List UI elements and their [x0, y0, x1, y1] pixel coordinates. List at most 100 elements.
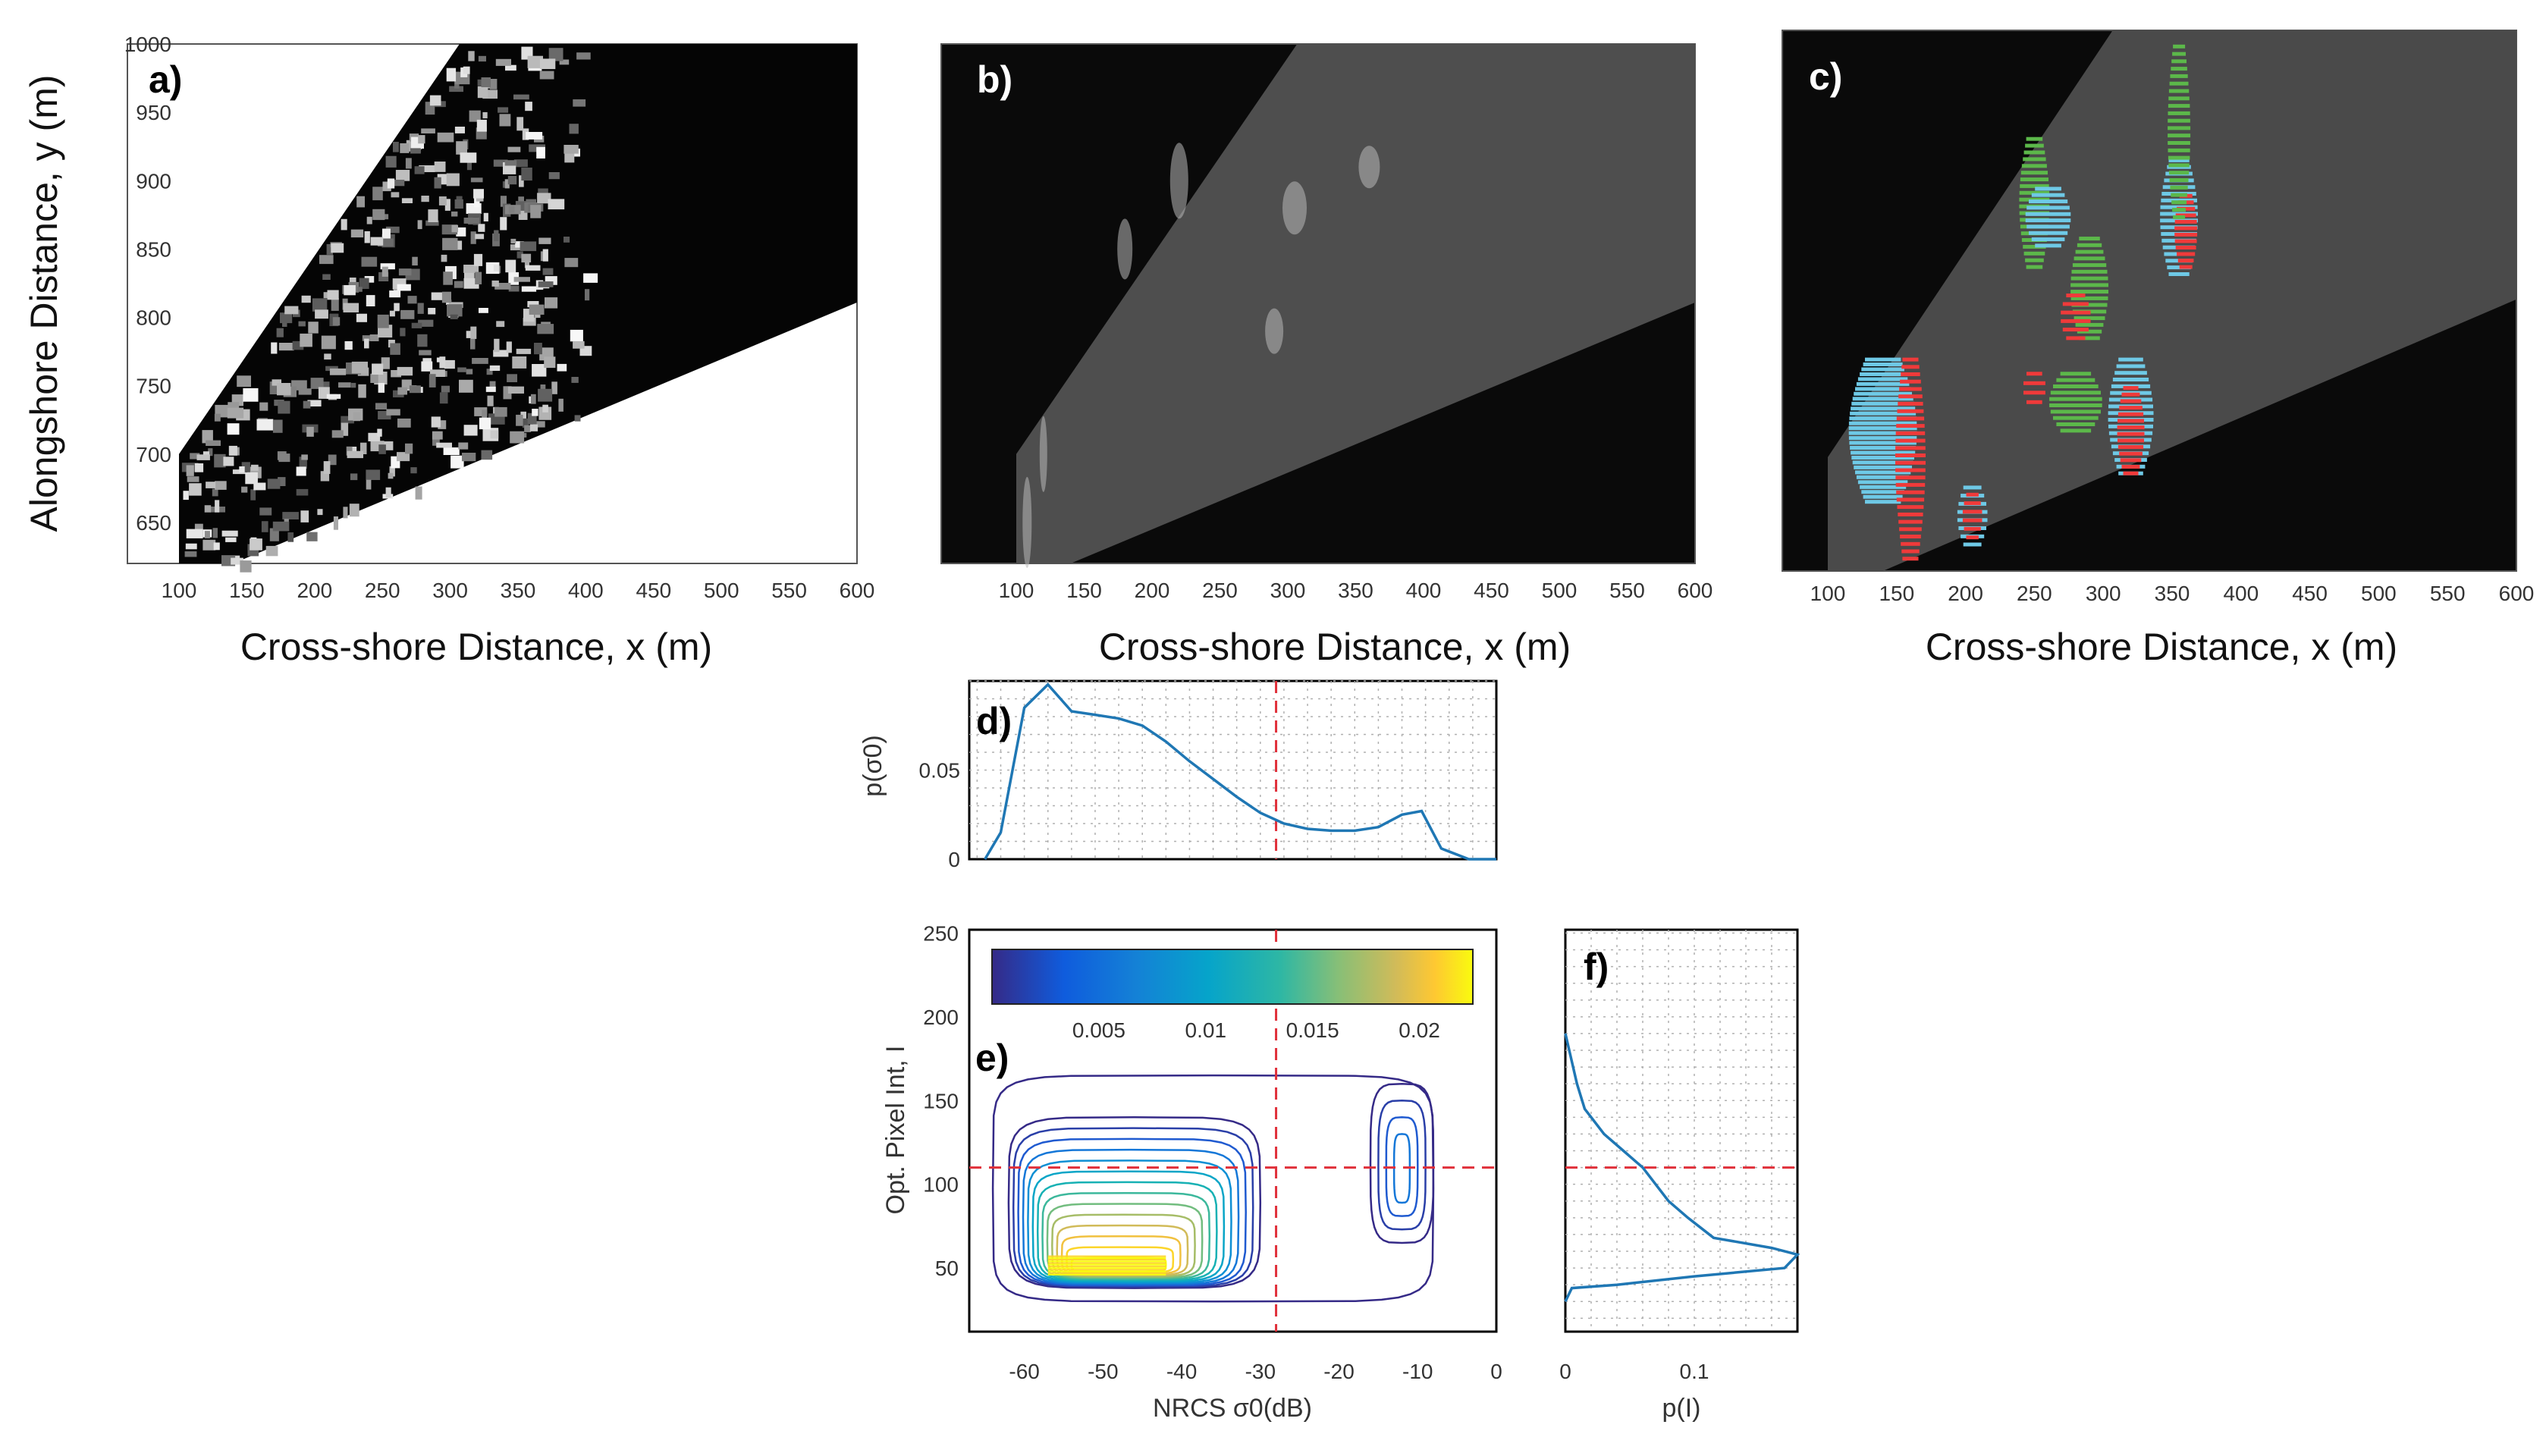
class-mark — [2026, 372, 2042, 376]
texture-patch — [415, 486, 422, 500]
panel-c-classified-image: c) 100 150 200 250 300 350 400 450 500 550 600 Cro… — [1782, 30, 2534, 668]
texture-patch — [327, 290, 339, 300]
class-mark — [1857, 480, 1908, 485]
texture-patch — [364, 338, 369, 349]
texture-patch — [341, 416, 354, 424]
texture-patch — [417, 220, 422, 230]
texture-patch — [356, 196, 365, 208]
texture-patch — [421, 361, 433, 372]
texture-patch — [505, 259, 516, 273]
texture-patch — [503, 386, 512, 400]
class-mark — [1964, 526, 1981, 531]
class-mark — [2174, 232, 2198, 237]
texture-patch — [527, 301, 539, 308]
texture-patch — [521, 286, 537, 292]
class-mark — [1898, 401, 1923, 406]
class-mark — [2020, 184, 2049, 188]
texture-patch — [332, 317, 341, 326]
texture-patch — [470, 231, 476, 244]
texture-patch — [389, 290, 401, 298]
texture-patch — [307, 400, 322, 406]
class-mark — [1856, 475, 1910, 479]
class-mark — [2050, 410, 2101, 414]
texture-patch — [493, 159, 508, 167]
texture-patch — [189, 483, 202, 496]
class-mark — [1852, 460, 1913, 465]
class-mark — [1897, 505, 1924, 510]
texture-patch — [411, 322, 422, 328]
contour-line — [1369, 1082, 1435, 1244]
texture-patch — [474, 407, 488, 416]
class-mark — [2172, 208, 2186, 212]
texture-patch — [360, 442, 367, 454]
class-mark — [1963, 485, 1982, 490]
texture-patch — [557, 363, 567, 372]
texture-patch — [474, 196, 480, 208]
texture-patch — [227, 407, 244, 419]
texture-patch — [418, 135, 425, 144]
texture-patch — [481, 450, 493, 460]
class-mark — [1902, 557, 1919, 561]
texture-patch — [483, 212, 488, 221]
texture-patch — [385, 226, 400, 234]
texture-patch — [542, 249, 548, 262]
texture-patch — [516, 117, 524, 131]
panel-d-frame — [968, 679, 1498, 861]
x-tick-label: 100 — [1810, 582, 1846, 605]
texture-patch — [405, 158, 412, 169]
panel-a-y-ticks: 650 700 750 800 850 900 950 1000 — [124, 33, 171, 535]
class-mark — [1857, 377, 1908, 381]
texture-patch — [359, 278, 369, 289]
texture-patch — [280, 312, 293, 324]
panel-b-label: b) — [977, 58, 1012, 101]
texture-patch — [544, 356, 556, 369]
texture-patch — [228, 445, 237, 456]
contour-line — [1036, 1181, 1218, 1282]
texture-patch — [382, 181, 391, 192]
class-mark — [1848, 436, 1917, 441]
texture-patch — [208, 448, 213, 457]
texture-patch — [472, 358, 488, 364]
class-mark — [2171, 193, 2187, 197]
x-tick-label: 150 — [1879, 582, 1914, 605]
class-mark — [2168, 163, 2190, 168]
texture-patch — [548, 199, 565, 210]
texture-patch — [431, 416, 441, 428]
colorbar-ticks: 0.005 0.01 0.015 0.02 — [1072, 1018, 1440, 1042]
class-mark — [2168, 111, 2190, 115]
class-mark — [2168, 118, 2190, 123]
texture-patch — [331, 243, 344, 253]
texture-patch — [513, 159, 528, 168]
class-mark — [2035, 187, 2061, 191]
texture-patch — [212, 528, 218, 538]
texture-patch — [417, 334, 428, 347]
class-mark — [1901, 541, 1920, 546]
contour-line — [1041, 1191, 1211, 1280]
class-mark — [2117, 431, 2145, 436]
texture-patch — [516, 348, 532, 354]
class-mark — [2023, 381, 2045, 385]
class-mark — [2117, 419, 2144, 423]
texture-patch — [507, 176, 517, 185]
texture-patch — [451, 224, 458, 233]
class-mark — [1861, 490, 1904, 494]
panel-f-intensity-pdf: 0 0.1 f) p(I) — [1559, 928, 1800, 1423]
class-mark — [2177, 252, 2196, 256]
texture-patch — [215, 481, 227, 490]
class-mark — [2071, 269, 2108, 274]
texture-patch — [527, 413, 537, 425]
texture-patch — [473, 189, 484, 199]
texture-patch — [259, 507, 272, 516]
texture-patch — [512, 356, 527, 369]
texture-patch — [466, 369, 473, 375]
texture-patch — [364, 231, 370, 243]
y-tick-label: 950 — [136, 101, 171, 124]
texture-patch — [432, 431, 443, 440]
panel-f-frame — [1564, 928, 1799, 1333]
texture-patch — [476, 119, 487, 132]
class-mark — [2020, 171, 2048, 175]
texture-patch — [186, 529, 203, 538]
texture-patch — [296, 488, 309, 496]
texture-patch — [538, 406, 552, 420]
panel-f-pdf-curve — [1564, 1033, 1800, 1303]
